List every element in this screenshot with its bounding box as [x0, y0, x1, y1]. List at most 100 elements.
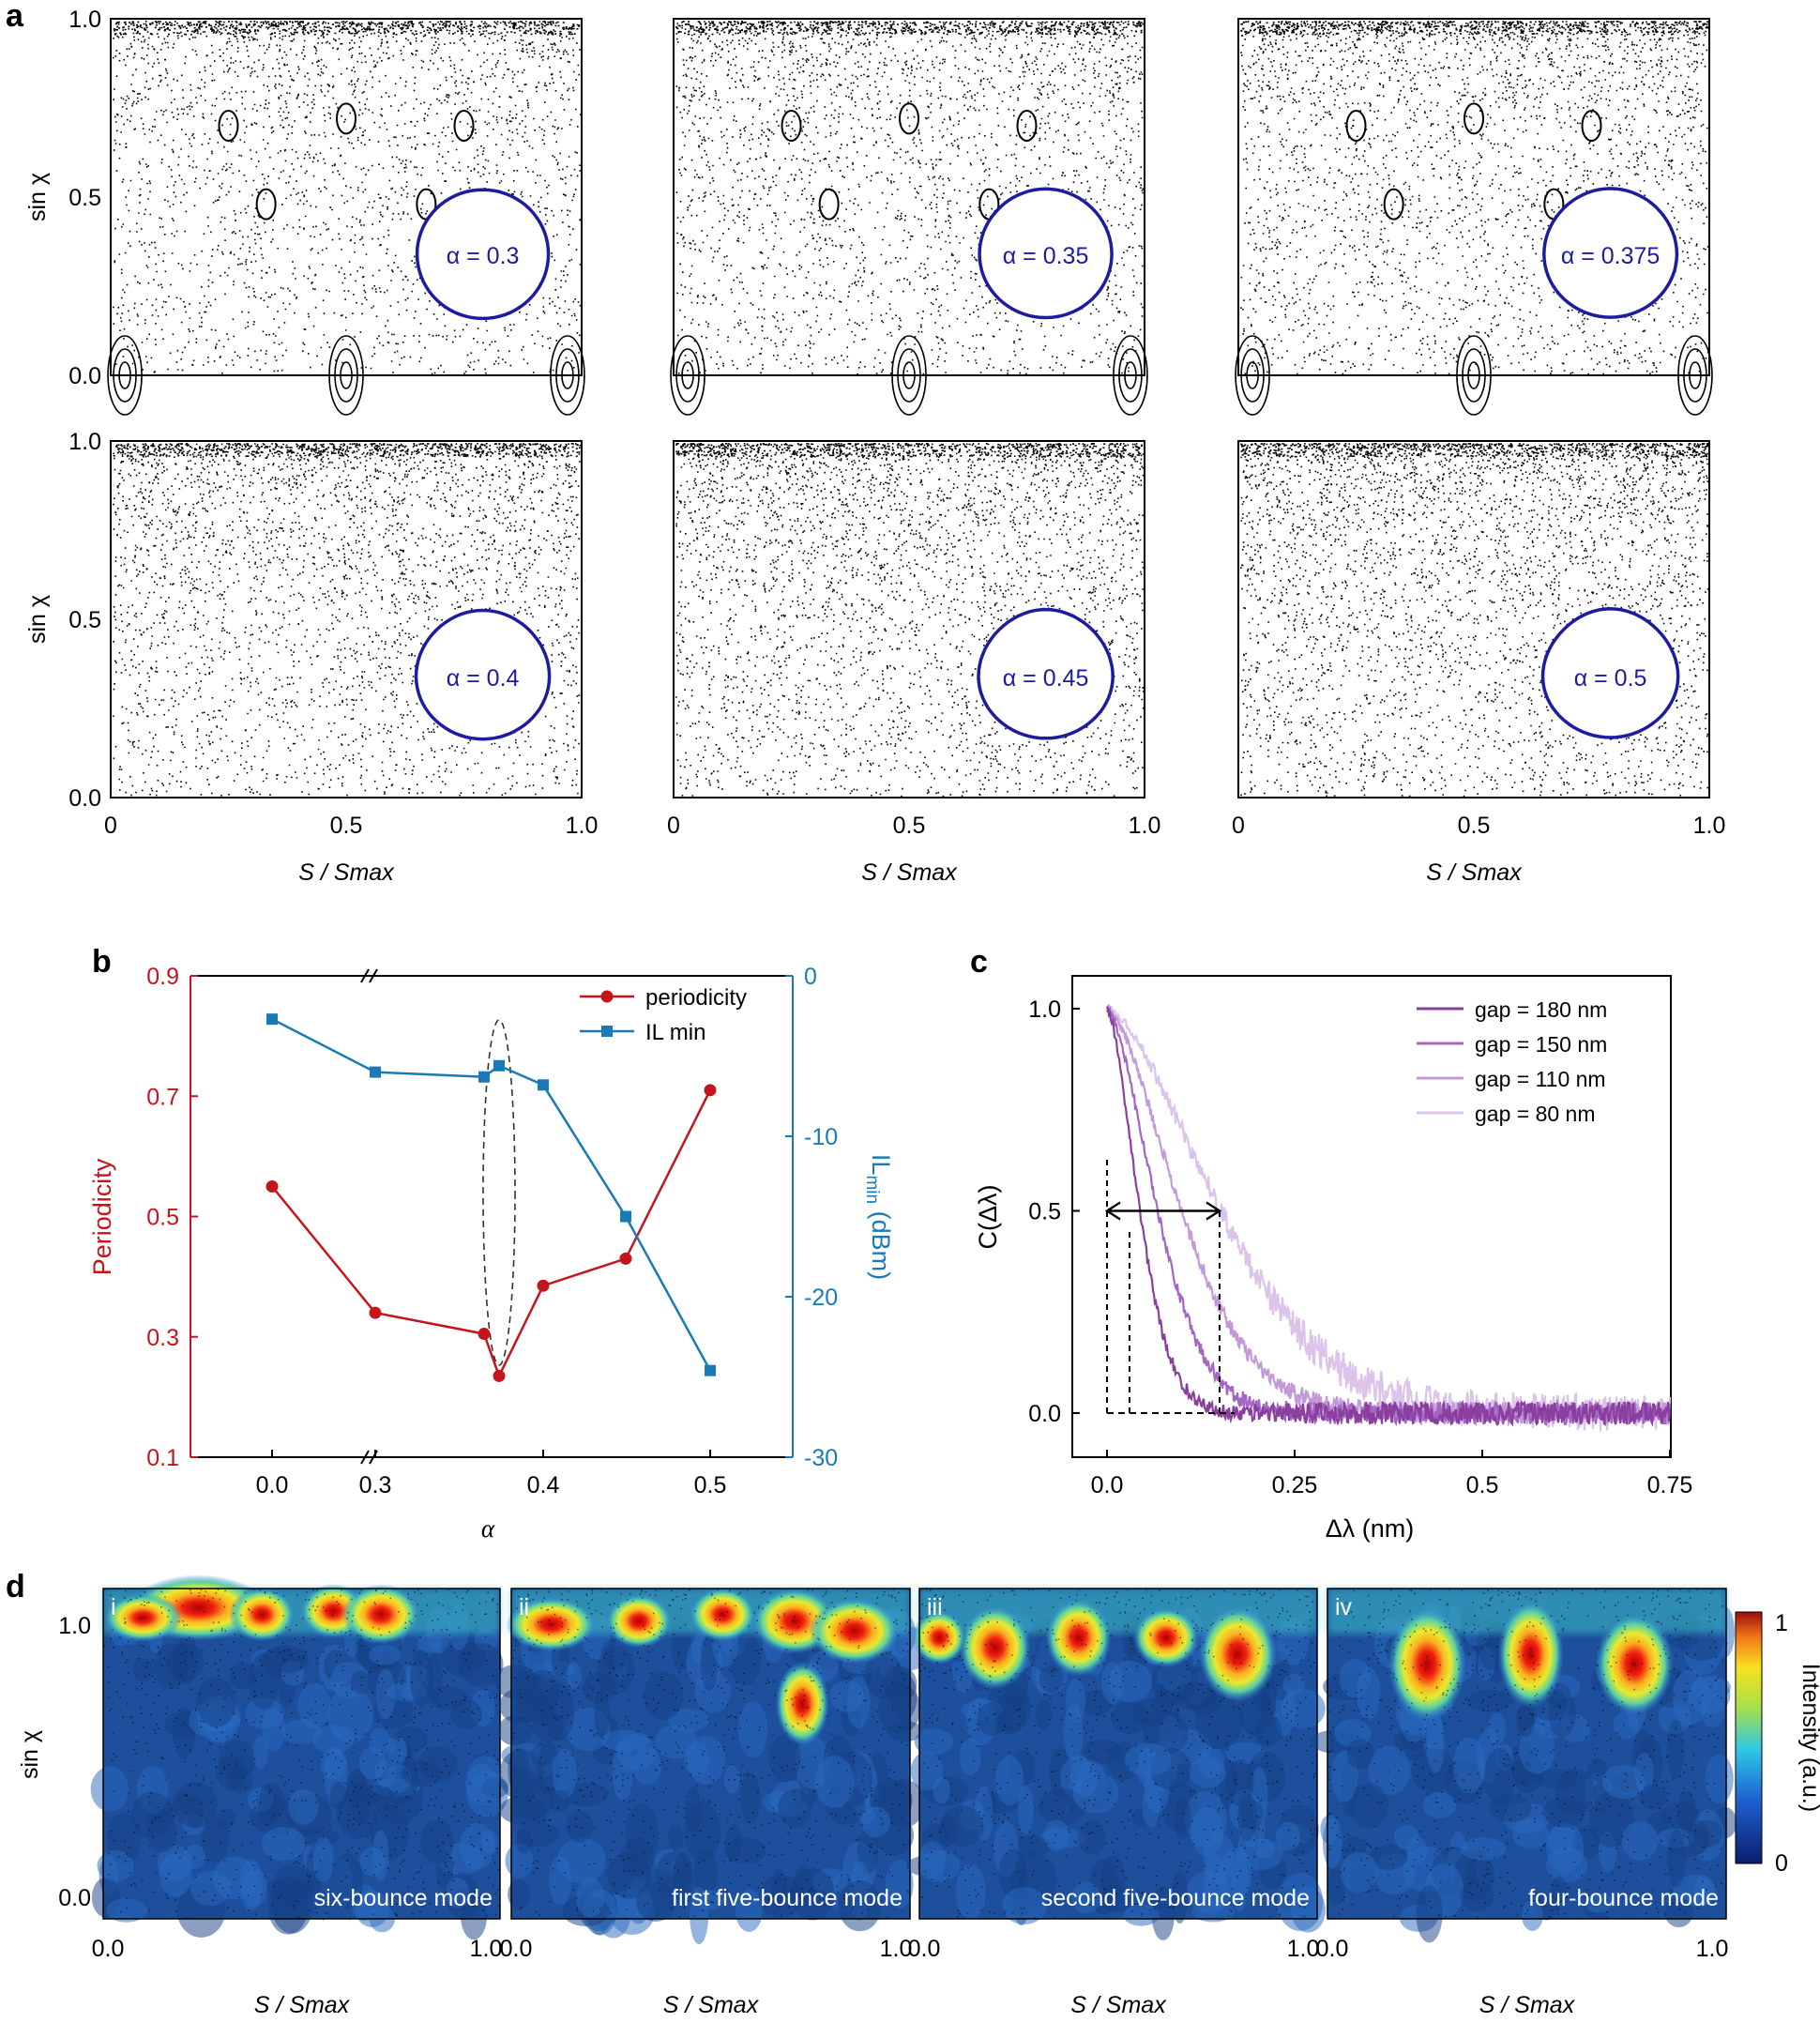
island-contour: [1383, 188, 1404, 221]
heatmap-texture: [1483, 1747, 1515, 1806]
heatmap-texture: [933, 1776, 950, 1804]
heatmap-texture: [1225, 1758, 1254, 1806]
x-tick-label: 0.5: [1458, 813, 1491, 839]
legend-label: IL min: [645, 1020, 705, 1045]
x-tick-label: 0.0: [92, 1936, 125, 1962]
island-contour: [328, 335, 364, 416]
heatmap-texture: [216, 1755, 247, 1791]
heatmap-texture: [995, 1755, 1024, 1805]
x-tick-label: 0.25: [1272, 1472, 1318, 1498]
data-point-periodicity: [704, 1084, 717, 1097]
heatmap-texture: [724, 1837, 766, 1864]
heatmap-texture: [320, 1748, 347, 1780]
x-tick-label: 0.0: [908, 1936, 941, 1962]
island-contour: [336, 102, 356, 135]
alpha-label: α = 0.5: [1574, 665, 1647, 692]
heatmap-texture: [1639, 1784, 1667, 1811]
heatmap-texture: [910, 1751, 944, 1791]
heatmap-texture: [1677, 1790, 1696, 1833]
island-contour: [334, 348, 358, 403]
intensity-hotspot: [605, 1593, 673, 1649]
panel-a-poincare-grid: α = 0.3 0.0 0.5 1.0 sin χ α = 0.35 α = 0.375 α …: [24, 7, 1725, 886]
heatmap-texture: [597, 1646, 635, 1694]
colorbar-min-label: 0: [1775, 1850, 1788, 1877]
island-contour: [1462, 348, 1486, 403]
heatmap-texture: [1072, 1772, 1119, 1814]
heatmap-frame: [102, 1588, 501, 1920]
cavity-outline: [1540, 607, 1680, 739]
heatmap-texture: [1174, 1797, 1191, 1840]
heatmap-texture: [1368, 1844, 1408, 1871]
right-tick-label: -20: [804, 1285, 838, 1311]
panel-label-c: c: [970, 944, 988, 980]
alpha-label: α = 0.4: [447, 665, 520, 692]
x-axis-label: S / Smax: [1479, 1992, 1576, 2018]
heatmap-texture: [1705, 1754, 1734, 1804]
heatmap-texture: [183, 1844, 206, 1869]
intensity-hotspot: [959, 1605, 1031, 1690]
x-axis-label: α: [481, 1514, 495, 1543]
heatmap-texture: [1077, 1819, 1106, 1855]
x-tick-label: 0.75: [1647, 1472, 1693, 1498]
legend-marker: [600, 990, 614, 1003]
x-tick-label: 0.5: [330, 813, 363, 839]
island-contour: [675, 348, 700, 403]
poincare-subplot: α = 0.5 0 0.5 1.0 S / Smax: [1232, 440, 1725, 886]
island-contour: [1118, 348, 1143, 403]
heatmap-texture: [959, 1738, 981, 1776]
heatmap-texture: [1521, 1899, 1543, 1931]
data-point-periodicity: [493, 1369, 506, 1382]
heatmap-texture: [97, 1849, 134, 1882]
heatmap-texture: [1017, 1785, 1034, 1834]
colorbar-max-label: 1: [1775, 1610, 1788, 1636]
mode-index: i: [111, 1594, 116, 1620]
island-contour: [1581, 110, 1602, 142]
arrow-head-right: [1206, 1201, 1222, 1221]
heatmap-texture: [1191, 1901, 1236, 1923]
right-tick-label: -30: [804, 1445, 838, 1471]
alpha-label: α = 0.45: [1003, 665, 1089, 692]
highlight-ellipse: [482, 1019, 516, 1366]
heatmap-texture: [105, 1898, 147, 1923]
mode-heatmap: i six-bounce mode 0.0 1.0 S / Smax: [90, 1574, 509, 2018]
heatmap-texture: [130, 1791, 174, 1839]
heatmap-texture: [735, 1889, 763, 1933]
heatmap-texture: [1664, 1896, 1693, 1928]
heatmap-texture: [998, 1848, 1028, 1898]
x-tick-label: 0.5: [694, 1472, 727, 1498]
heatmap-texture: [1172, 1870, 1189, 1924]
heatmap-texture: [1550, 1876, 1569, 1903]
legend-marker: [601, 1026, 613, 1037]
y-tick-label: 0.0: [68, 785, 101, 812]
right-axis-label-main: IL: [867, 1154, 895, 1176]
legend-label: gap = 180 nm: [1475, 997, 1607, 1022]
island-contour: [781, 110, 802, 142]
right-axis-label-unit: (dBm): [867, 1204, 895, 1280]
mode-heatmap: ii first five-bounce mode 0.0 1.0 S / Smax: [494, 1587, 931, 2018]
heatmap-texture: [386, 1736, 408, 1765]
heatmap-texture: [1346, 1738, 1374, 1770]
heatmap-texture: [460, 1891, 488, 1940]
island-contour: [1345, 110, 1367, 142]
heatmap-texture: [196, 1677, 236, 1727]
heatmap-texture: [1253, 1715, 1282, 1747]
heatmap-texture: [297, 1682, 331, 1729]
island-contour: [1124, 361, 1137, 389]
heatmap-texture: [1101, 1662, 1124, 1704]
heatmap-texture: [1065, 1679, 1086, 1723]
heatmap-texture: [778, 1788, 812, 1829]
heatmap-texture: [1692, 1820, 1723, 1848]
cavity-outline: [414, 608, 552, 741]
heatmap-texture: [1587, 1757, 1608, 1782]
cavity-outline: [977, 607, 1115, 740]
x-tick-label: 1.0: [880, 1936, 913, 1962]
heatmap-texture: [1368, 1745, 1411, 1796]
heatmap-texture: [466, 1771, 508, 1817]
heatmap-texture: [1191, 1807, 1223, 1858]
y-tick-label: 1.0: [68, 7, 101, 33]
data-point-IL-min: [705, 1364, 716, 1376]
heatmap-texture: [1519, 1724, 1555, 1774]
heatmap-texture: [1282, 1674, 1305, 1696]
